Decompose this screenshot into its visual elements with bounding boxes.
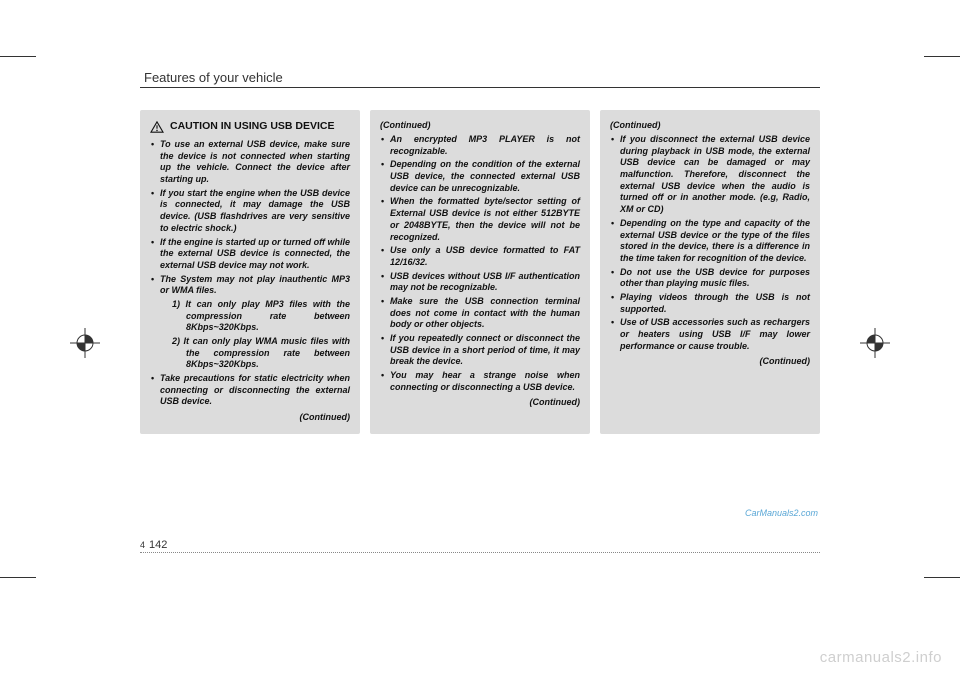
caution-header: CAUTION IN USING USB DEVICE bbox=[150, 120, 350, 133]
caution-title: CAUTION IN USING USB DEVICE bbox=[170, 120, 335, 132]
list-item-text: The System may not play inauthentic MP3 … bbox=[160, 274, 350, 296]
continued-label: (Continued) bbox=[610, 120, 810, 130]
list-item: Depending on the condition of the extern… bbox=[380, 159, 580, 194]
page-content: Features of your vehicle CAUTION IN USIN… bbox=[140, 70, 820, 570]
list-item: Use only a USB device formatted to FAT 1… bbox=[380, 245, 580, 268]
page-footer: 4 142 bbox=[140, 542, 820, 553]
page-number-value: 142 bbox=[149, 539, 173, 551]
sub-item: 1) It can only play MP3 files with the c… bbox=[172, 299, 350, 334]
page-number: 4 142 bbox=[140, 536, 173, 551]
list-item: When the formatted byte/sector setting o… bbox=[380, 196, 580, 243]
section-number: 4 bbox=[140, 540, 145, 550]
header-rule bbox=[140, 87, 820, 88]
registration-mark-right bbox=[860, 328, 890, 358]
list-item: If you start the engine when the USB dev… bbox=[150, 188, 350, 235]
list-item: If the engine is started up or turned of… bbox=[150, 237, 350, 272]
crop-mark bbox=[0, 577, 36, 578]
warning-triangle-icon bbox=[150, 121, 164, 133]
content-columns: CAUTION IN USING USB DEVICE To use an ex… bbox=[140, 110, 820, 434]
list-item: Do not use the USB device for purposes o… bbox=[610, 267, 810, 290]
list-item: Take precautions for static electricity … bbox=[150, 373, 350, 408]
page-header-title: Features of your vehicle bbox=[140, 70, 820, 85]
crop-mark bbox=[0, 56, 36, 57]
watermark-text: CarManuals2.com bbox=[745, 508, 818, 518]
list-item: USB devices without USB I/F authenticati… bbox=[380, 271, 580, 294]
continued-label: (Continued) bbox=[380, 120, 580, 130]
continued-label: (Continued) bbox=[380, 397, 580, 407]
crop-mark bbox=[924, 56, 960, 57]
footer-rule bbox=[140, 552, 820, 553]
sub-item: 2) It can only play WMA music files with… bbox=[172, 336, 350, 371]
list-item: If you repeatedly connect or disconnect … bbox=[380, 333, 580, 368]
caution-box-1: CAUTION IN USING USB DEVICE To use an ex… bbox=[140, 110, 360, 434]
caution-box-3: (Continued) If you disconnect the extern… bbox=[600, 110, 820, 434]
list-item: An encrypted MP3 PLAYER is not recogniza… bbox=[380, 134, 580, 157]
continued-label: (Continued) bbox=[150, 412, 350, 422]
list-item: Make sure the USB connection terminal do… bbox=[380, 296, 580, 331]
list-item: The System may not play inauthentic MP3 … bbox=[150, 274, 350, 372]
caution-list-1: To use an external USB device, make sure… bbox=[150, 139, 350, 408]
caution-box-2: (Continued) An encrypted MP3 PLAYER is n… bbox=[370, 110, 590, 434]
list-item: You may hear a strange noise when connec… bbox=[380, 370, 580, 393]
registration-mark-left bbox=[70, 328, 100, 358]
list-item: Use of USB accessories such as recharger… bbox=[610, 317, 810, 352]
list-item: Playing videos through the USB is not su… bbox=[610, 292, 810, 315]
list-item: Depending on the type and capacity of th… bbox=[610, 218, 810, 265]
continued-label: (Continued) bbox=[610, 356, 810, 366]
crop-mark bbox=[924, 577, 960, 578]
sub-list: 1) It can only play MP3 files with the c… bbox=[160, 299, 350, 371]
list-item: To use an external USB device, make sure… bbox=[150, 139, 350, 186]
caution-list-2: An encrypted MP3 PLAYER is not recogniza… bbox=[380, 134, 580, 393]
footer-watermark: carmanuals2.info bbox=[820, 649, 942, 666]
list-item: If you disconnect the external USB devic… bbox=[610, 134, 810, 216]
caution-list-3: If you disconnect the external USB devic… bbox=[610, 134, 810, 352]
